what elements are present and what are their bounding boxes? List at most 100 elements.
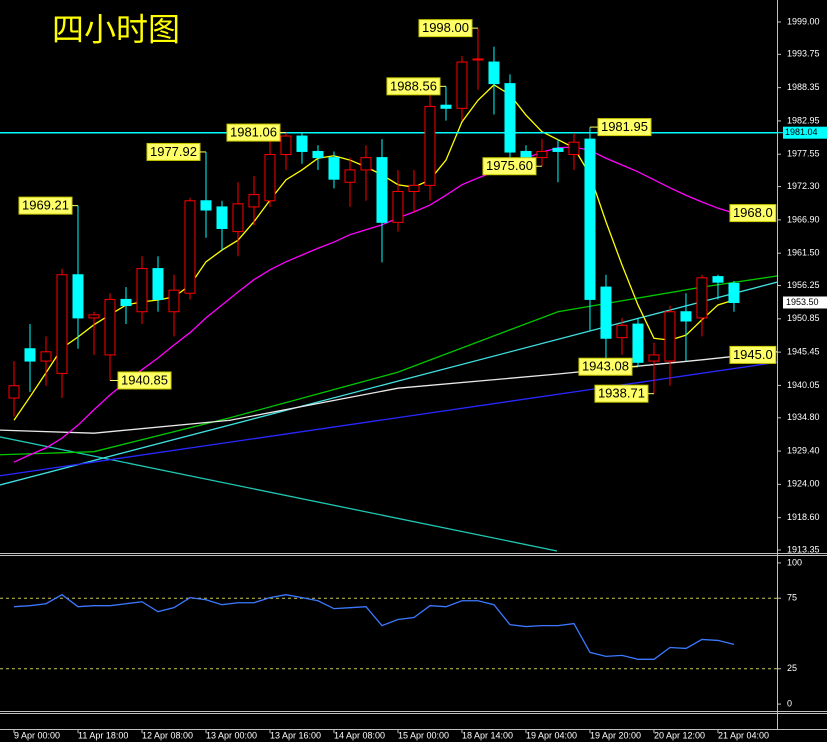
chart-title: 四小时图 bbox=[52, 11, 180, 47]
price-annotation-text: 1968.0 bbox=[733, 205, 773, 220]
rsi-tick-label: 100 bbox=[787, 557, 802, 567]
rsi-tick-label: 0 bbox=[787, 698, 792, 708]
candle-body bbox=[648, 354, 660, 362]
rsi-line bbox=[13, 593, 735, 660]
candle-body bbox=[536, 150, 548, 159]
y-tick-label: 1924.00 bbox=[787, 479, 820, 489]
trend-line bbox=[0, 361, 777, 477]
x-tick-label: 15 Apr 00:00 bbox=[398, 730, 449, 740]
main-plot: 1969.21 1940.85 1977.92 1981.06 1988.56 1998.… bbox=[0, 19, 777, 552]
x-tick-label: 19 Apr 04:00 bbox=[526, 730, 577, 740]
candle-body bbox=[360, 157, 372, 171]
candle-body bbox=[120, 298, 132, 307]
price-annotation-text: 1945.0 bbox=[733, 347, 773, 362]
candle-body bbox=[40, 351, 52, 362]
rsi-tick-label: 75 bbox=[787, 593, 797, 603]
candle-body bbox=[632, 323, 644, 363]
price-line-label: 1981.04 bbox=[785, 127, 818, 137]
candle-body bbox=[8, 385, 20, 399]
candle-body bbox=[664, 311, 676, 362]
price-annotation-box bbox=[729, 345, 777, 364]
candle-body bbox=[552, 147, 564, 152]
price-annotation-text: 1940.85 bbox=[121, 372, 168, 387]
price-annotation-text: 1981.95 bbox=[601, 119, 648, 134]
candle-body bbox=[152, 268, 164, 300]
candle-body bbox=[696, 277, 708, 319]
candle-body bbox=[680, 311, 692, 322]
y-tick-label: 1945.45 bbox=[787, 346, 820, 356]
candle-body bbox=[248, 194, 260, 208]
candle-body bbox=[200, 200, 212, 211]
candle-body bbox=[728, 282, 740, 303]
moving-average bbox=[13, 84, 735, 421]
candle-body bbox=[584, 138, 596, 300]
axes: 1999.00 1993.75 1988.35 1982.95 1977.55 1972.… bbox=[13, 16, 827, 740]
x-tick-label: 12 Apr 08:00 bbox=[142, 730, 193, 740]
candle-body bbox=[408, 184, 420, 193]
price-annotation-text: 1969.21 bbox=[22, 198, 69, 213]
y-tick-label: 1913.35 bbox=[787, 544, 820, 554]
candle-body bbox=[216, 206, 228, 230]
x-tick-label: 21 Apr 04:00 bbox=[718, 730, 769, 740]
candle-body bbox=[504, 83, 516, 153]
candle-body bbox=[24, 348, 36, 362]
price-line-tag bbox=[783, 126, 827, 139]
candle-body bbox=[232, 203, 244, 233]
candle-body bbox=[600, 286, 612, 339]
candle-body bbox=[712, 276, 724, 283]
candle-body bbox=[616, 324, 628, 339]
y-tick-label: 1999.00 bbox=[787, 16, 820, 26]
y-tick-label: 1972.30 bbox=[787, 181, 820, 191]
y-tick-label: 1988.35 bbox=[787, 82, 820, 92]
x-tick-label: 11 Apr 18:00 bbox=[78, 730, 128, 740]
trend-line bbox=[0, 281, 777, 486]
price-annotation-text: 1975.60 bbox=[486, 158, 533, 173]
candle-body bbox=[520, 150, 532, 159]
y-tick-label: 1977.55 bbox=[787, 149, 820, 159]
price-annotation-text: 1988.56 bbox=[390, 78, 437, 93]
rsi-plot bbox=[0, 593, 777, 670]
y-tick-label: 1961.50 bbox=[787, 248, 820, 258]
candle-body bbox=[168, 289, 180, 313]
candle-body bbox=[424, 105, 436, 186]
candle-body bbox=[264, 154, 276, 202]
x-tick-label: 20 Apr 12:00 bbox=[654, 730, 705, 740]
current-price-label: 1953.50 bbox=[786, 297, 819, 307]
current-price-tag bbox=[783, 296, 827, 309]
candle-body bbox=[296, 135, 308, 152]
candle-body bbox=[440, 104, 452, 109]
price-annotation-text: 1977.92 bbox=[150, 144, 197, 159]
candle-body bbox=[344, 169, 356, 183]
x-tick-label: 13 Apr 16:00 bbox=[270, 730, 321, 740]
candle-body bbox=[488, 61, 500, 85]
candle-body bbox=[184, 200, 196, 294]
price-annotation-text: 1943.08 bbox=[582, 359, 629, 374]
y-tick-label: 1950.85 bbox=[787, 313, 820, 323]
candle-body bbox=[568, 141, 580, 156]
rsi-tick-label: 25 bbox=[787, 663, 797, 673]
y-tick-label: 1918.60 bbox=[787, 512, 820, 522]
x-tick-label: 19 Apr 20:00 bbox=[590, 730, 641, 740]
candle-body bbox=[328, 157, 340, 180]
y-tick-label: 1940.05 bbox=[787, 380, 820, 390]
y-tick-label: 1993.75 bbox=[787, 49, 820, 59]
x-tick-label: 13 Apr 00:00 bbox=[206, 730, 257, 740]
y-tick-label: 1966.90 bbox=[787, 214, 820, 224]
price-annotation-text: 1981.06 bbox=[230, 125, 277, 140]
trend-line bbox=[0, 351, 777, 434]
candle-body bbox=[376, 157, 388, 223]
candle-body bbox=[472, 58, 484, 61]
y-tick-label: 1956.25 bbox=[787, 280, 820, 290]
trend-line bbox=[0, 436, 558, 552]
candle-body bbox=[56, 274, 68, 374]
candle-body bbox=[456, 61, 468, 109]
candle-body bbox=[72, 274, 84, 319]
x-tick-label: 9 Apr 00:00 bbox=[14, 730, 60, 740]
candle-body bbox=[392, 191, 404, 223]
candle-body bbox=[88, 314, 100, 319]
price-annotation-text: 1998.00 bbox=[422, 20, 469, 35]
x-tick-label: 18 Apr 14:00 bbox=[462, 730, 513, 740]
